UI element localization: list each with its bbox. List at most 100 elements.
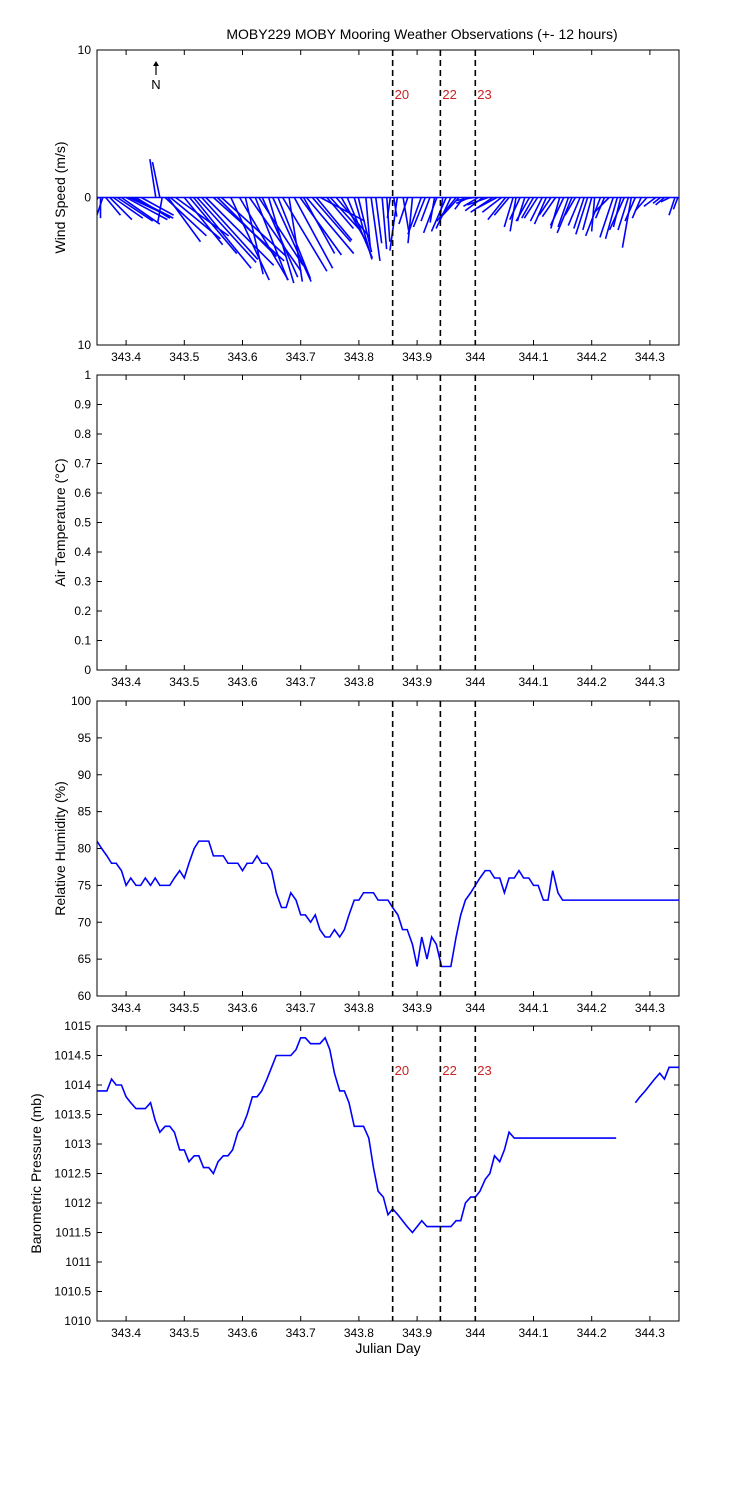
y-axis-label: Relative Humidity (%) [52,781,68,916]
x-tick-label: 344.1 [518,1326,548,1340]
wind-vector [533,197,548,225]
x-tick-label: 343.5 [169,1326,199,1340]
wind-vector [258,197,304,266]
axes-box [96,1025,680,1322]
wind-vector [151,161,161,198]
x-tick-label: 343.4 [111,350,141,364]
wind-vector [370,197,381,262]
wind-vector [293,197,334,269]
event-marker-label: 20 [395,1063,409,1078]
wind-vector [135,196,171,219]
y-tick-label: 1010.5 [54,1285,91,1299]
series-line [97,1036,617,1234]
x-tick-label: 343.8 [344,1001,374,1015]
y-tick-label: 0.7 [74,457,91,471]
wind-vector [567,197,581,226]
wind-vector [183,196,224,246]
wind-vector [420,197,431,222]
panel-3: 343.4 343.5 343.6 343.7 343.8 343.9 344 344.1 34… [52,694,680,1015]
wind-vector [463,196,479,208]
wind-vector [320,196,366,222]
x-tick-label: 343.9 [402,1001,432,1015]
x-tick-label: 343.4 [111,1001,141,1015]
wind-vector [422,197,438,234]
wind-vector [216,196,278,258]
y-tick-label: 1011.5 [55,1226,91,1240]
y-tick-label: 65 [78,952,92,966]
data-layer [97,159,679,284]
x-tick-label: 343.8 [344,675,374,689]
wind-vector [407,197,422,235]
wind-vector [281,197,328,272]
wind-vector [254,197,289,281]
event-marker-label: 22 [442,1063,456,1078]
y-tick-label: 0.3 [74,575,91,589]
wind-vector [188,196,238,255]
wind-vector [529,197,543,222]
wind-vector [557,197,570,228]
wind-vector [655,196,665,206]
wind-vector [668,197,676,216]
wind-vector [412,197,426,228]
wind-vector [374,197,383,244]
wind-vector [584,197,602,237]
x-tick-label: 344.3 [635,350,665,364]
x-tick-label: 344.1 [518,675,548,689]
x-tick-label: 343.4 [111,675,141,689]
y-tick-label: 1 [84,368,91,382]
wind-vector [503,197,514,228]
wind-vector [381,197,388,250]
wind-vector [481,196,502,213]
wind-vector [201,196,259,260]
x-tick-label: 343.7 [286,350,316,364]
x-tick-label: 344 [465,1001,485,1015]
wind-vector [634,196,648,212]
y-tick-label: 0.9 [74,398,91,412]
wind-vector [556,197,573,234]
wind-vector [477,196,498,209]
wind-vector [509,197,517,232]
wind-vector [156,197,163,223]
axes-box [96,700,680,997]
north-arrow-head-icon [153,61,159,66]
x-tick-label: 344.2 [577,350,607,364]
x-tick-label: 343.9 [402,1326,432,1340]
wind-vector [105,196,122,216]
wind-vector [221,196,287,258]
y-tick-label: 0 [84,191,91,205]
event-marker-label: 22 [442,87,456,102]
panel-2: 343.4 343.5 343.6 343.7 343.8 343.9 344 344.1 34… [52,368,680,689]
wind-vector [549,197,565,226]
x-tick-label: 343.9 [402,350,432,364]
y-tick-label: 90 [78,768,92,782]
y-tick-label: 1014 [64,1078,91,1092]
series-line [97,840,679,968]
wind-vector [521,197,535,219]
wind-vector [604,197,619,240]
y-tick-label: 1014.5 [54,1049,91,1063]
wind-vector [523,197,539,219]
wind-vector [594,197,606,219]
event-marker-label: 20 [395,87,409,102]
x-tick-label: 343.6 [227,675,257,689]
x-tick-label: 343.5 [169,1001,199,1015]
wind-vector [398,197,409,225]
wind-vector [120,196,161,225]
wind-vector [467,196,489,206]
wind-vector [564,197,577,216]
wind-vector [192,196,252,269]
wind-vector [272,197,312,282]
x-tick-label: 344.1 [518,350,548,364]
chart-title: MOBY229 MOBY Mooring Weather Observation… [226,26,617,42]
wind-vector [386,197,391,242]
y-tick-label: 0.4 [74,545,91,559]
y-tick-label: 10 [78,43,92,57]
wind-vector [116,196,154,222]
wind-vector [248,197,302,272]
wind-vector [652,196,661,205]
x-tick-label: 343.6 [227,350,257,364]
x-tick-label: 343.8 [344,350,374,364]
event-marker-label: 23 [477,1063,491,1078]
y-tick-label: 1010 [64,1314,91,1328]
